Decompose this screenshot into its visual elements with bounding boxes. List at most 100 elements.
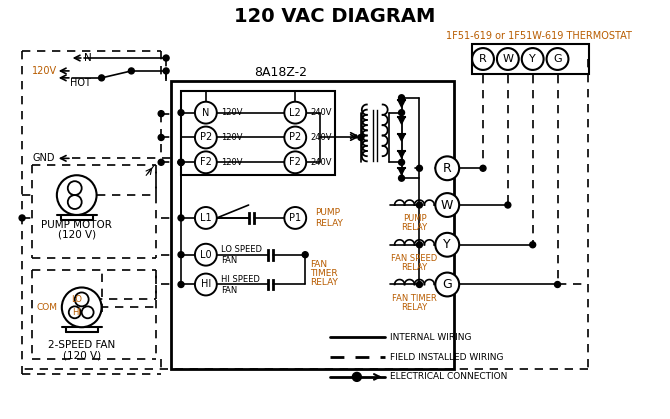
Text: COM: COM xyxy=(37,303,58,312)
Text: RELAY: RELAY xyxy=(315,220,343,228)
Text: 8A18Z-2: 8A18Z-2 xyxy=(254,67,307,80)
Polygon shape xyxy=(398,151,405,158)
Polygon shape xyxy=(398,100,405,107)
Circle shape xyxy=(178,159,184,165)
Text: FAN: FAN xyxy=(310,260,327,269)
Circle shape xyxy=(505,202,511,208)
Text: G: G xyxy=(442,278,452,291)
Text: W: W xyxy=(441,199,454,212)
Circle shape xyxy=(399,95,405,101)
Circle shape xyxy=(522,48,543,70)
Text: 120V: 120V xyxy=(220,158,243,167)
Circle shape xyxy=(158,134,164,140)
Text: GND: GND xyxy=(32,153,54,163)
Text: FAN: FAN xyxy=(220,286,237,295)
Circle shape xyxy=(436,193,459,217)
Circle shape xyxy=(62,287,102,327)
Text: (120 V): (120 V) xyxy=(62,350,100,360)
Text: ELECTRICAL CONNECTION: ELECTRICAL CONNECTION xyxy=(390,372,507,381)
Text: PUMP: PUMP xyxy=(403,215,426,223)
Circle shape xyxy=(178,215,184,221)
Text: 240V: 240V xyxy=(310,133,332,142)
Text: R: R xyxy=(443,162,452,175)
Text: HI: HI xyxy=(201,279,211,290)
Text: P2: P2 xyxy=(200,132,212,142)
Circle shape xyxy=(195,102,217,124)
Circle shape xyxy=(399,175,405,181)
Circle shape xyxy=(129,68,135,74)
Circle shape xyxy=(284,207,306,229)
Text: R: R xyxy=(479,54,487,64)
Circle shape xyxy=(352,372,361,381)
Circle shape xyxy=(178,252,184,258)
Circle shape xyxy=(436,233,459,257)
Text: LO SPEED: LO SPEED xyxy=(220,245,262,254)
Text: PUMP MOTOR: PUMP MOTOR xyxy=(42,220,112,230)
Text: RELAY: RELAY xyxy=(401,263,427,272)
Circle shape xyxy=(68,195,82,209)
Circle shape xyxy=(178,110,184,116)
Text: HOT: HOT xyxy=(70,78,90,88)
Circle shape xyxy=(82,306,94,318)
Text: FIELD INSTALLED WIRING: FIELD INSTALLED WIRING xyxy=(390,352,503,362)
Text: TIMER: TIMER xyxy=(310,269,338,278)
Circle shape xyxy=(417,202,422,208)
Circle shape xyxy=(195,207,217,229)
Circle shape xyxy=(284,151,306,173)
Circle shape xyxy=(417,242,422,248)
Circle shape xyxy=(436,273,459,296)
Text: HI SPEED: HI SPEED xyxy=(220,275,260,284)
Circle shape xyxy=(68,181,82,195)
Circle shape xyxy=(302,252,308,258)
Circle shape xyxy=(98,75,105,81)
Bar xyxy=(472,44,590,74)
Circle shape xyxy=(163,68,169,74)
Text: Y: Y xyxy=(529,54,536,64)
Circle shape xyxy=(57,175,96,215)
Text: F2: F2 xyxy=(200,157,212,167)
Circle shape xyxy=(497,48,519,70)
Circle shape xyxy=(358,134,364,140)
Circle shape xyxy=(158,111,164,116)
Text: (120 V): (120 V) xyxy=(58,230,96,240)
Circle shape xyxy=(555,282,561,287)
Bar xyxy=(181,91,335,175)
Circle shape xyxy=(75,292,88,306)
Text: 240V: 240V xyxy=(310,158,332,167)
Circle shape xyxy=(480,165,486,171)
Text: L2: L2 xyxy=(289,108,301,118)
Circle shape xyxy=(195,127,217,148)
Text: RELAY: RELAY xyxy=(310,278,338,287)
Text: 120V: 120V xyxy=(220,108,243,117)
Text: FAN: FAN xyxy=(220,256,237,265)
Circle shape xyxy=(284,102,306,124)
Text: 120 VAC DIAGRAM: 120 VAC DIAGRAM xyxy=(234,7,436,26)
Text: P2: P2 xyxy=(289,132,302,142)
Circle shape xyxy=(284,127,306,148)
Circle shape xyxy=(178,159,184,165)
Text: 120V: 120V xyxy=(220,133,243,142)
Circle shape xyxy=(195,274,217,295)
Circle shape xyxy=(19,215,25,221)
Circle shape xyxy=(399,110,405,116)
Text: 1F51-619 or 1F51W-619 THERMOSTAT: 1F51-619 or 1F51W-619 THERMOSTAT xyxy=(446,31,632,41)
Polygon shape xyxy=(398,168,405,175)
Circle shape xyxy=(547,48,568,70)
Text: L1: L1 xyxy=(200,213,212,223)
Text: INTERNAL WIRING: INTERNAL WIRING xyxy=(390,333,471,341)
Circle shape xyxy=(399,159,405,165)
Text: F2: F2 xyxy=(289,157,302,167)
Text: RELAY: RELAY xyxy=(401,303,427,312)
Bar xyxy=(171,81,454,369)
Text: FAN SPEED: FAN SPEED xyxy=(391,254,438,263)
Text: HI: HI xyxy=(72,308,81,317)
Circle shape xyxy=(178,282,184,287)
Text: L0: L0 xyxy=(200,250,212,260)
Text: W: W xyxy=(502,54,513,64)
Circle shape xyxy=(163,55,169,61)
Text: P1: P1 xyxy=(289,213,302,223)
Text: G: G xyxy=(553,54,562,64)
Text: RELAY: RELAY xyxy=(401,223,427,233)
Text: LO: LO xyxy=(71,295,82,304)
Text: N: N xyxy=(202,108,210,118)
